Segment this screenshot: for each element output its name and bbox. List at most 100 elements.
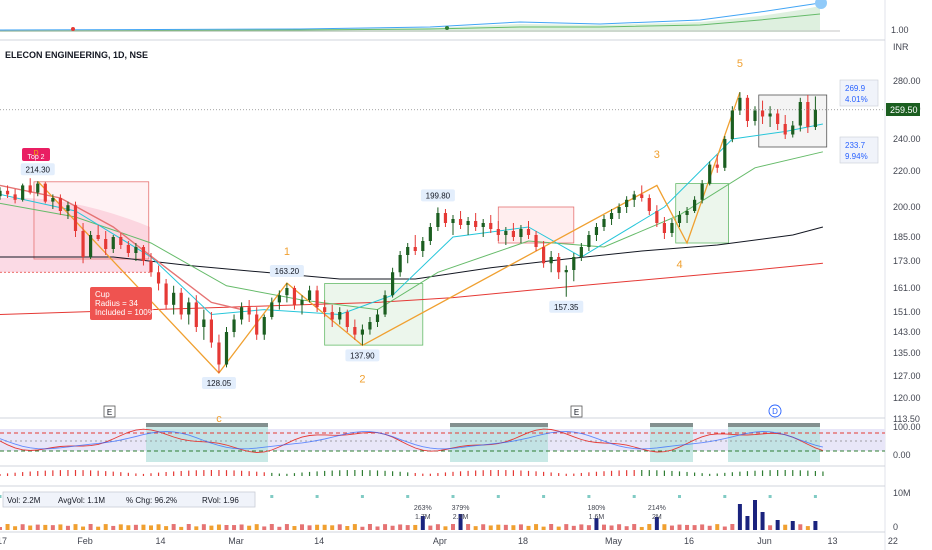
volume-bar <box>179 526 184 530</box>
candle-body <box>413 247 417 251</box>
candle-body <box>662 223 666 233</box>
candle-body <box>262 317 266 335</box>
volume-bar <box>692 525 697 530</box>
candle-body <box>13 194 17 200</box>
volume-stats-box: Vol: 2.2M AvgVol: 1.1M % Chg: 96.2% RVol… <box>2 491 256 508</box>
candle-body <box>126 245 130 253</box>
volume-bar <box>111 525 116 530</box>
candle-body <box>768 113 772 117</box>
volume-bar <box>88 524 93 530</box>
volume-bar <box>768 525 773 530</box>
volume-size-label: 2M <box>652 514 662 521</box>
ema-20-line <box>0 123 823 316</box>
candle-body <box>270 302 274 317</box>
volume-bar <box>639 526 644 530</box>
volume-bar <box>579 524 584 530</box>
candle-body <box>677 215 682 223</box>
osc-shade <box>146 423 268 462</box>
candle-body <box>156 272 161 284</box>
volume-bar <box>783 524 788 530</box>
volume-dot <box>632 495 636 498</box>
volume-panel: 10M 0 263% 1.7M 379% 2.4M 180% 1.6M 214% 2M <box>0 488 911 532</box>
volume-bar <box>443 526 448 530</box>
range-upper-pct: 4.01% <box>845 95 868 104</box>
price-tick: 120.00 <box>893 393 921 403</box>
candle-body <box>760 110 765 117</box>
candle-body <box>28 185 32 193</box>
volume-bar <box>209 525 214 530</box>
pivot-bg <box>549 300 584 313</box>
volume-bar <box>413 524 418 530</box>
volume-bar <box>617 524 622 530</box>
volume-bar <box>435 524 440 530</box>
volume-bar <box>398 524 403 530</box>
candle-body <box>572 257 576 270</box>
candle-body <box>360 329 364 335</box>
candle-body <box>640 194 644 198</box>
volume-bar <box>677 524 682 530</box>
volume-bar <box>269 524 274 530</box>
volume-bar <box>632 524 637 530</box>
osc-shade-top <box>450 423 548 427</box>
candle-body <box>496 229 500 235</box>
candle-body <box>625 199 629 207</box>
volume-bar <box>96 526 101 530</box>
date-tick: Apr <box>433 536 447 546</box>
candle-body <box>285 288 289 296</box>
candle-body <box>806 102 810 127</box>
candle-body <box>307 290 312 300</box>
pivot-label: 163.20 <box>275 267 300 276</box>
candle-body <box>187 302 191 315</box>
volume-bar <box>164 526 169 530</box>
candle-body <box>149 261 153 273</box>
candle-body <box>655 211 659 223</box>
candle-body <box>368 322 372 330</box>
volume-dot <box>723 495 727 498</box>
candle-body <box>172 292 176 305</box>
volume-bar <box>730 524 735 530</box>
volume-bar <box>488 525 493 530</box>
volume-bar <box>292 526 297 530</box>
candle-body <box>776 113 780 124</box>
candle-body <box>277 295 281 303</box>
volume-bar <box>571 525 576 530</box>
candle-body <box>753 110 757 121</box>
date-tick: 18 <box>518 536 528 546</box>
candle-body <box>730 110 734 139</box>
range-upper-price: 269.9 <box>845 84 866 93</box>
candle-body <box>345 312 349 327</box>
volume-bar <box>277 526 282 530</box>
volume-bar <box>345 526 350 530</box>
volume-bar <box>594 518 599 530</box>
volume-bar <box>216 524 221 530</box>
volume-bar <box>602 524 606 530</box>
candle-body <box>647 198 651 211</box>
volume-bar <box>647 524 652 530</box>
osc-tick-high: 100.00 <box>893 422 921 432</box>
volume-bar <box>534 524 539 530</box>
currency-label: INR <box>893 42 909 52</box>
wave-label: 3 <box>654 149 660 161</box>
candle-body <box>534 235 538 247</box>
wave-label: 5 <box>737 58 743 70</box>
candle-body <box>783 124 787 135</box>
candle-body <box>693 199 697 211</box>
candle-body <box>292 288 297 305</box>
candle-body <box>141 247 146 261</box>
candle-body <box>43 183 47 202</box>
volume-bar <box>58 524 63 530</box>
price-tick: 220.00 <box>893 166 921 176</box>
pivot-label: 137.90 <box>350 351 375 360</box>
range-lower-price: 233.7 <box>845 141 866 150</box>
volume-bar <box>337 524 342 530</box>
volume-bar <box>247 525 252 530</box>
volume-bar <box>503 524 508 530</box>
candle-body <box>632 194 636 200</box>
pivot-label: 128.05 <box>207 379 232 388</box>
volume-bar <box>156 524 161 530</box>
volume-bar <box>813 521 818 530</box>
date-tick: 22 <box>888 536 898 546</box>
cup-included: Included = 100% <box>95 308 155 317</box>
osc-shade-top <box>650 423 693 427</box>
candle-body <box>383 295 387 315</box>
